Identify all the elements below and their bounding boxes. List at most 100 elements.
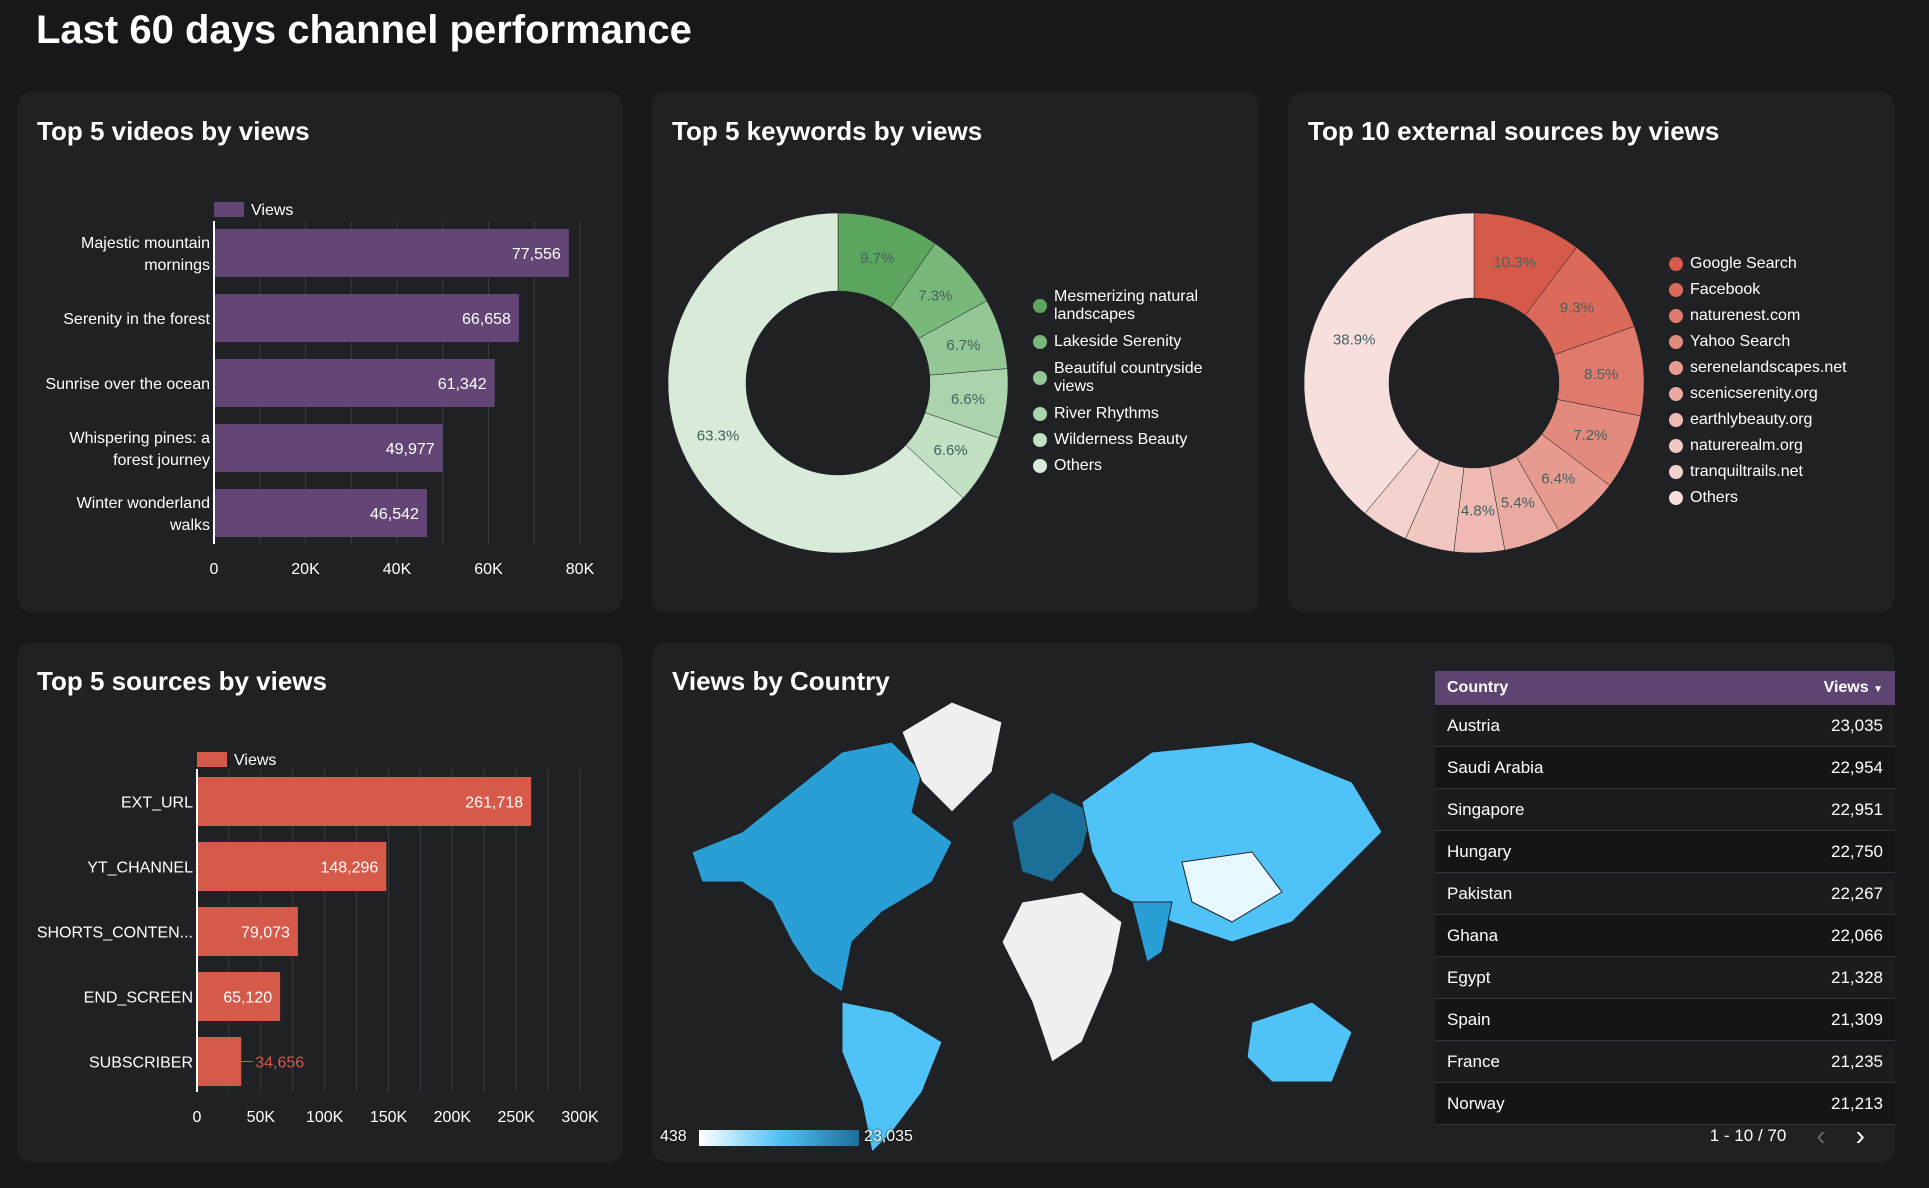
x-tick-label: 20K [291, 561, 320, 578]
views-cell: 22,066 [1831, 925, 1883, 945]
legend-item[interactable]: tranquiltrails.net [1669, 459, 1847, 485]
category-label: YT_CHANNEL [87, 860, 193, 877]
legend-label: naturerealm.org [1690, 437, 1803, 454]
views-cell: 22,267 [1831, 883, 1883, 903]
legend-label: scenicserenity.org [1690, 385, 1818, 402]
category-label: END_SCREEN [84, 990, 193, 1007]
country-cell: Egypt [1447, 967, 1491, 987]
slice-label: 5.4% [1501, 495, 1535, 512]
bar [197, 1037, 242, 1086]
x-tick-label: 150K [370, 1109, 408, 1126]
map-india [1131, 901, 1173, 963]
legend-dot-icon [1669, 361, 1683, 375]
legend-item[interactable]: naturerealm.org [1669, 433, 1847, 459]
legend-item[interactable]: River Rhythms [1033, 401, 1234, 427]
card-title: Top 5 keywords by views [672, 116, 983, 146]
table-row[interactable]: Norway 21,213 [1435, 1083, 1895, 1125]
map-south-america [841, 1001, 943, 1154]
legend-dot-icon [1669, 335, 1683, 349]
slice-label: 6.4% [1541, 471, 1575, 488]
map-north-america [691, 741, 953, 993]
legend-dot-icon [1669, 387, 1683, 401]
legend-label: naturenest.com [1690, 307, 1801, 324]
slice-label: 4.8% [1461, 502, 1495, 519]
table-row[interactable]: Austria 23,035 [1435, 705, 1895, 747]
legend-item[interactable]: Facebook [1669, 277, 1847, 303]
slice-label: 38.9% [1333, 331, 1376, 348]
donut-slice [667, 212, 964, 554]
legend-dot-icon [1669, 309, 1683, 323]
legend-item[interactable]: naturenest.com [1669, 303, 1847, 329]
top-external-sources-card: Top 10 external sources by views 10.3% 9.… [1288, 92, 1895, 612]
slice-label: 9.3% [1560, 300, 1594, 317]
table-row[interactable]: Saudi Arabia 22,954 [1435, 747, 1895, 789]
legend-item[interactable]: scenicserenity.org [1669, 381, 1847, 407]
legend-item[interactable]: Beautiful countryside views [1033, 355, 1234, 401]
scale-min-label: 438 [660, 1128, 687, 1145]
legend-item[interactable]: Others [1033, 453, 1234, 479]
x-tick-label: 0 [193, 1109, 202, 1126]
category-label: mornings [144, 257, 210, 274]
legend-item[interactable]: Yahoo Search [1669, 329, 1847, 355]
page-title: Last 60 days channel performance [36, 8, 692, 52]
top-sources-bar-chart: 0 50K 100K 150K 200K 250K 300K Views 261,718 EXT_… [37, 752, 599, 1126]
legend-dot-icon [1669, 439, 1683, 453]
legend-item[interactable]: earthlybeauty.org [1669, 407, 1847, 433]
legend-swatch [214, 202, 244, 217]
slice-label: 8.5% [1584, 366, 1618, 383]
legend-item[interactable]: Others [1669, 485, 1847, 511]
donut-slice [1303, 212, 1475, 514]
legend-label: earthlybeauty.org [1690, 411, 1813, 428]
table-row[interactable]: Egypt 21,328 [1435, 957, 1895, 999]
category-label: Sunrise over the ocean [45, 376, 210, 393]
legend-swatch [197, 752, 227, 767]
views-cell: 21,309 [1831, 1009, 1883, 1029]
x-tick-label: 60K [474, 561, 503, 578]
country-cell: Saudi Arabia [1447, 757, 1544, 777]
slice-label: 6.7% [946, 337, 980, 354]
country-cell: France [1447, 1051, 1500, 1071]
legend-dot-icon [1033, 299, 1047, 313]
table-row[interactable]: France 21,235 [1435, 1041, 1895, 1083]
legend-dot-icon [1033, 371, 1047, 385]
bar [197, 907, 298, 956]
top-keywords-card: Top 5 keywords by views 9.7% 7.3% 6.7% 6.6%… [652, 92, 1259, 612]
map-asia [1081, 741, 1383, 943]
external-sources-legend: Google Search Facebook naturenest.com Yahoo… [1669, 251, 1847, 511]
table-row[interactable]: Hungary 22,750 [1435, 831, 1895, 873]
legend-item[interactable]: Google Search [1669, 251, 1847, 277]
chevron-right-icon[interactable]: › [1855, 1120, 1865, 1151]
table-row[interactable]: Pakistan 22,267 [1435, 873, 1895, 915]
legend-label: serenelandscapes.net [1690, 359, 1847, 376]
legend-item[interactable]: serenelandscapes.net [1669, 355, 1847, 381]
legend-item[interactable]: Lakeside Serenity [1033, 329, 1234, 355]
category-label: EXT_URL [121, 795, 193, 812]
legend-item[interactable]: Mesmerizing natural landscapes [1033, 283, 1234, 329]
top-videos-bar-chart: 0 20K 40K 60K 80K Views 77,556 Majestic mountai… [45, 202, 595, 578]
table-row[interactable]: Singapore 22,951 [1435, 789, 1895, 831]
chevron-left-icon[interactable]: ‹ [1816, 1120, 1826, 1151]
map-china [1181, 851, 1283, 923]
column-header-views[interactable]: Views ▼ [1824, 679, 1883, 697]
table-row[interactable]: Ghana 22,066 [1435, 915, 1895, 957]
world-map[interactable] [652, 642, 1432, 1162]
category-label: Serenity in the forest [63, 311, 210, 328]
category-label: SUBSCRIBER [89, 1055, 193, 1072]
table-row[interactable]: Spain 21,309 [1435, 999, 1895, 1041]
column-header-country[interactable]: Country [1447, 679, 1509, 696]
slice-label: 63.3% [697, 428, 740, 445]
bar [214, 424, 443, 472]
bar-value-label: 79,073 [241, 925, 290, 942]
views-by-country-card: Views by Country 438 23,035 Country View… [652, 642, 1895, 1162]
bar-value-label: 148,296 [320, 860, 378, 877]
x-tick-label: 0 [210, 561, 219, 578]
legend-item[interactable]: Wilderness Beauty [1033, 427, 1234, 453]
category-label: Winter wonderland [77, 495, 210, 512]
bar-value-label: 34,656 [255, 1055, 304, 1072]
legend-dot-icon [1033, 459, 1047, 473]
x-tick-label: 50K [247, 1109, 276, 1126]
bar [197, 972, 281, 1021]
bar [197, 842, 387, 891]
country-cell: Pakistan [1447, 883, 1513, 903]
category-label: SHORTS_CONTEN... [37, 925, 193, 942]
